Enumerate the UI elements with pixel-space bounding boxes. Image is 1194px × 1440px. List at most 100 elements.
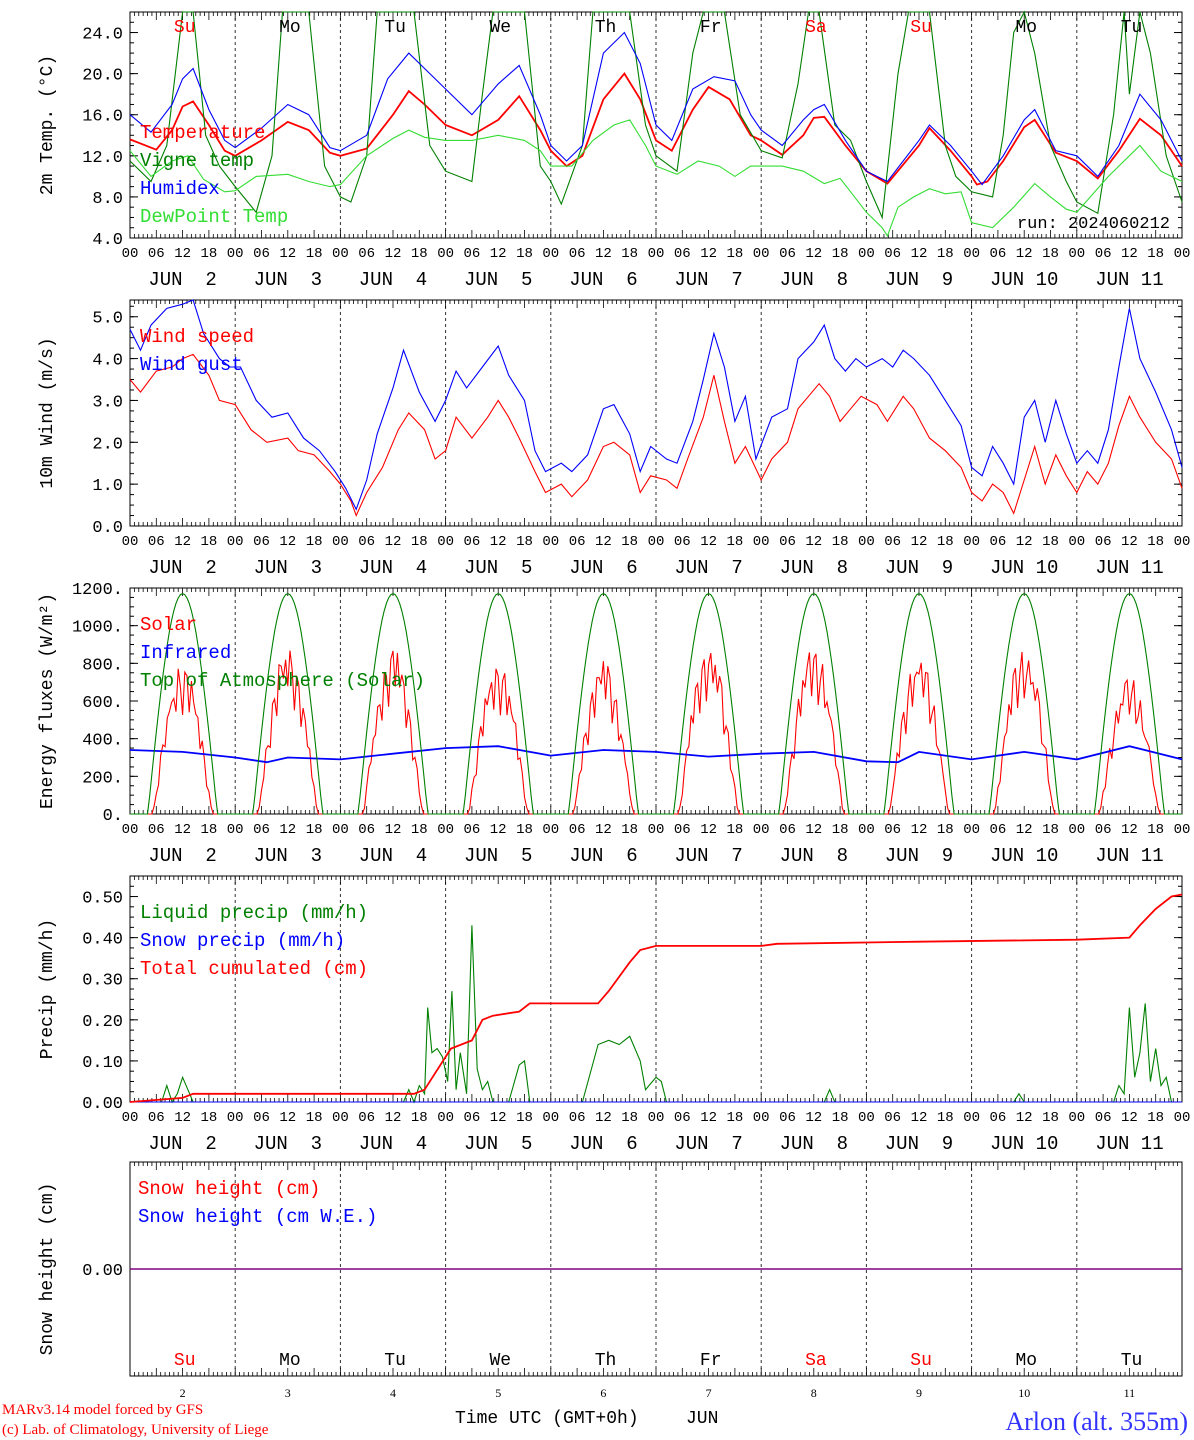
legend-snow_height_cm: Snow height (cm): [138, 1178, 320, 1200]
x-tick-label: 12: [1016, 822, 1033, 838]
date-label: JUN 5: [464, 1133, 532, 1155]
x-tick-label: 12: [490, 534, 507, 550]
x-tick-label: 18: [726, 822, 743, 838]
x-tick-label: 00: [858, 1110, 875, 1126]
y-tick-label: 0.0: [92, 519, 123, 538]
x-tick-label: 00: [332, 1110, 349, 1126]
day-name-top: Fr: [700, 18, 722, 38]
y-tick-label: 0.30: [82, 972, 123, 991]
x-tick-label: 12: [174, 246, 191, 262]
y-tick-label: 0.00: [82, 1262, 123, 1281]
x-tick-label: 18: [516, 1110, 533, 1126]
x-tick-label: 18: [306, 246, 323, 262]
x-tick-label: 06: [884, 534, 901, 550]
x-tick-label: 12: [279, 1110, 296, 1126]
x-tick-label: 06: [358, 1110, 375, 1126]
date-label: JUN 9: [885, 269, 953, 291]
x-tick-label: 12: [279, 246, 296, 262]
x-tick-label: 18: [516, 246, 533, 262]
legend-wind_speed: Wind speed: [140, 326, 254, 348]
x-tick-label: 18: [200, 1110, 217, 1126]
date-label: JUN 3: [254, 557, 322, 579]
y-tick-label: 24.0: [82, 26, 123, 45]
x-tick-label: 06: [253, 534, 270, 550]
x-tick-label: 12: [1016, 1110, 1033, 1126]
legend-wind_gust: Wind gust: [140, 354, 243, 376]
series-line-temperature: [129, 72, 1183, 186]
x-tick-label: 06: [253, 1110, 270, 1126]
x-tick-label: 18: [1147, 822, 1164, 838]
date-label: JUN 9: [885, 1133, 953, 1155]
x-tick-label: 12: [174, 822, 191, 838]
footer-copyright: (c) Lab. of Climatology, University of L…: [2, 1422, 269, 1438]
x-tick-label: 12: [595, 534, 612, 550]
day-name-top: Mo: [1015, 18, 1037, 38]
legend-snow: Snow precip (mm/h): [140, 930, 345, 952]
x-tick-label: 18: [937, 246, 954, 262]
day-name-top: Mo: [279, 18, 301, 38]
day-number: 3: [285, 1386, 291, 1400]
y-tick-label: 1200.: [72, 581, 123, 600]
x-tick-label: 18: [1147, 1110, 1164, 1126]
y-tick-label: 16.0: [82, 108, 123, 127]
date-label: JUN 3: [254, 845, 322, 867]
date-label: JUN 8: [780, 1133, 848, 1155]
x-tick-label: 00: [648, 1110, 665, 1126]
panel-5: 0.00 Snow height (cm) Snow height (cm) Snow…: [38, 1161, 1183, 1377]
day-name-top: Sa: [805, 18, 827, 38]
x-tick-label: 12: [805, 534, 822, 550]
x-tick-label: 12: [174, 1110, 191, 1126]
x-tick-label: 06: [989, 246, 1006, 262]
y-tick-label: 12.0: [82, 149, 123, 168]
x-tick-label: 06: [358, 246, 375, 262]
x-tick-label: 18: [1042, 246, 1059, 262]
x-tick-label: 12: [385, 534, 402, 550]
legend-infrared: Infrared: [140, 642, 231, 664]
date-label: JUN 11: [1095, 269, 1163, 291]
x-tick-label: 12: [174, 534, 191, 550]
x-tick-label: 18: [621, 534, 638, 550]
day-name-top: Su: [910, 18, 932, 38]
x-tick-label: 18: [1042, 1110, 1059, 1126]
x-tick-label: 18: [200, 534, 217, 550]
day-name-bottom: Tu: [1121, 1351, 1143, 1371]
day-number: 4: [390, 1386, 396, 1400]
x-tick-label: 12: [805, 1110, 822, 1126]
x-tick-label: 12: [490, 822, 507, 838]
x-tick-label: 00: [648, 534, 665, 550]
day-number: 11: [1124, 1386, 1136, 1400]
legend-humidex: Humidex: [140, 178, 220, 200]
date-label: JUN 6: [569, 1133, 637, 1155]
x-tick-label: 06: [1095, 246, 1112, 262]
x-tick-label: 06: [884, 822, 901, 838]
date-label: JUN 10: [990, 845, 1058, 867]
x-tick-label: 00: [122, 1110, 139, 1126]
x-tick-label: 06: [989, 534, 1006, 550]
x-tick-label: 00: [753, 246, 770, 262]
x-tick-label: 00: [542, 534, 559, 550]
x-tick-label: 12: [1121, 1110, 1138, 1126]
date-label: JUN 9: [885, 557, 953, 579]
y-tick-label: 3.0: [92, 393, 123, 412]
day-name-bottom: Fr: [700, 1351, 722, 1371]
y-axis-title: Energy fluxes (W/m²): [38, 593, 58, 809]
series-line-wind_speed: [129, 353, 1183, 517]
x-tick-label: 18: [516, 822, 533, 838]
x-tick-label: 18: [411, 534, 428, 550]
y-axis-title: 10m Wind (m/s): [38, 337, 58, 488]
x-tick-label: 12: [1121, 246, 1138, 262]
x-tick-label: 06: [358, 534, 375, 550]
x-tick-label: 06: [253, 246, 270, 262]
run-label: run: 2024060212: [1017, 215, 1170, 234]
y-tick-label: 1.0: [92, 477, 123, 496]
day-name-bottom: Tu: [384, 1351, 406, 1371]
date-label: JUN 11: [1095, 1133, 1163, 1155]
y-tick-label: 4.0: [92, 231, 123, 250]
date-label: JUN 7: [674, 845, 742, 867]
panel-2: 0.0 1.0 2.0 3.0 4.0 5.0 10m Wind (m/s) 00 06 12 18…: [38, 299, 1190, 579]
x-tick-label: 06: [989, 822, 1006, 838]
x-tick-label: 18: [306, 534, 323, 550]
x-tick-label: 12: [385, 822, 402, 838]
x-tick-label: 12: [911, 822, 928, 838]
series-line-infrared: [129, 745, 1183, 764]
